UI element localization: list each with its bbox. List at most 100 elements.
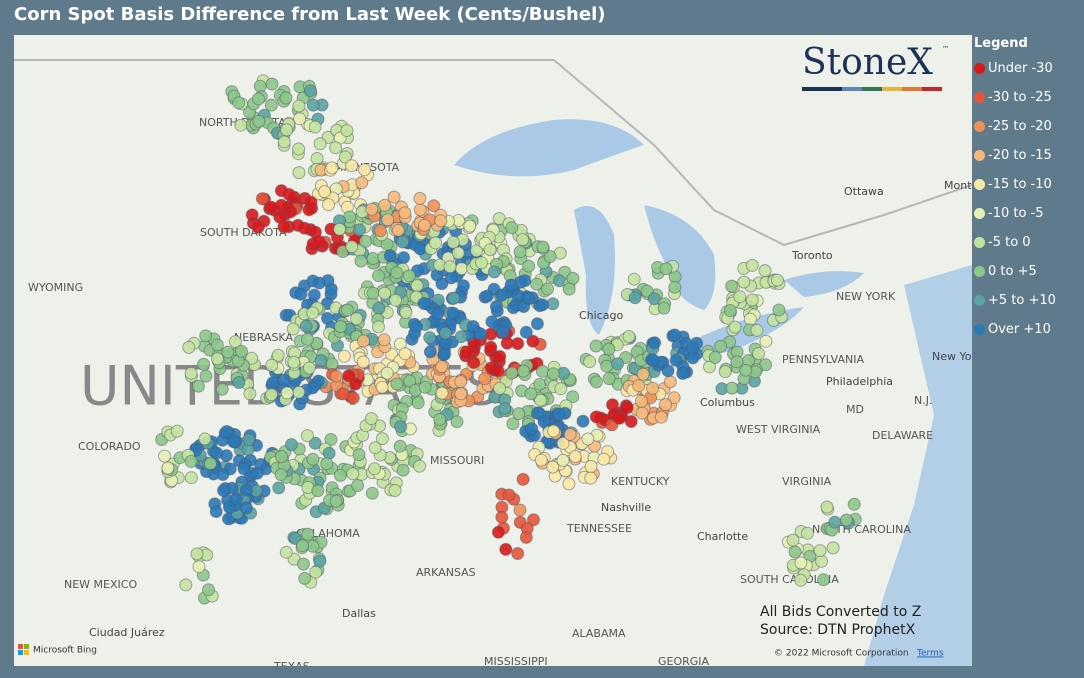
bid-dot: [433, 413, 447, 426]
bid-dot: [274, 198, 288, 212]
legend-swatch: [974, 92, 985, 103]
bid-dot: [312, 276, 326, 290]
bid-dot: [496, 325, 510, 339]
bid-dot: [659, 262, 673, 276]
bid-dot: [336, 387, 350, 401]
bid-dot: [266, 376, 280, 390]
bid-dot: [519, 530, 533, 544]
bid-dot: [418, 380, 432, 394]
bid-dot: [627, 272, 641, 286]
bid-dot: [292, 142, 306, 156]
bid-dot: [322, 446, 336, 460]
bid-dot: [475, 256, 488, 270]
bid-dot: [345, 240, 359, 254]
bid-dot: [554, 382, 568, 396]
bid-dot: [388, 484, 402, 497]
bid-dot: [427, 199, 441, 213]
bid-dot: [511, 547, 525, 560]
bid-dot: [451, 246, 465, 260]
bid-dot: [714, 339, 728, 353]
page-title: Corn Spot Basis Difference from Last Wee…: [14, 4, 606, 25]
bid-dot: [300, 429, 314, 443]
bid-dot: [285, 438, 298, 452]
bid-dot: [839, 513, 853, 527]
bid-dot: [654, 410, 668, 424]
bid-dot: [527, 513, 540, 527]
bid-dot: [750, 323, 764, 337]
bid-dot: [234, 118, 248, 132]
terms-link[interactable]: Terms: [916, 649, 944, 659]
bid-dot: [309, 565, 323, 579]
bid-dot: [597, 452, 611, 466]
city-label: Mont: [944, 179, 972, 192]
state-label: WEST VIRGINIA: [736, 423, 821, 436]
state-label: MISSOURI: [430, 454, 484, 467]
bid-dot: [357, 334, 370, 348]
bid-dot: [546, 367, 560, 381]
bid-dot: [265, 358, 279, 372]
state-label: WYOMING: [28, 281, 83, 294]
bid-dot: [491, 364, 505, 378]
bid-dot: [628, 291, 642, 305]
bid-dot: [372, 320, 385, 334]
note: All Bids Converted to Z: [760, 604, 921, 620]
bid-dot: [403, 374, 417, 388]
bid-dot: [505, 221, 519, 235]
copyright: © 2022 Microsoft Corporation: [774, 649, 909, 659]
bid-dot: [398, 206, 412, 220]
bid-dot: [333, 468, 347, 482]
bid-dot: [366, 286, 380, 300]
bid-dot: [480, 289, 494, 303]
bid-dot: [659, 398, 672, 412]
bid-dot: [294, 287, 308, 301]
bid-dot: [646, 353, 660, 367]
bid-dot: [391, 223, 405, 237]
bid-dot: [522, 291, 535, 305]
bid-dot: [232, 376, 246, 389]
bid-dot: [504, 278, 518, 292]
bid-dot: [329, 141, 343, 155]
bid-dot: [199, 369, 213, 383]
state-label: MD: [846, 403, 864, 416]
bid-dot: [318, 185, 332, 199]
bid-dot: [179, 578, 193, 592]
bid-dot: [277, 135, 291, 149]
bid-dot: [444, 271, 458, 285]
bid-dot: [499, 542, 513, 556]
city-label: Philadelphia: [826, 375, 893, 388]
bid-dot: [563, 428, 577, 441]
bid-dot: [635, 406, 649, 420]
bid-dot: [365, 486, 379, 500]
logo: StoneX: [802, 42, 933, 83]
bid-dot: [275, 450, 288, 463]
bid-dot: [346, 467, 360, 481]
bid-dot: [252, 114, 266, 128]
state-label: MISSISSIPPI: [484, 655, 548, 666]
bid-dot: [228, 335, 242, 349]
legend-item: -5 to 0: [974, 228, 1084, 257]
bid-dot: [772, 303, 786, 317]
state-label: NEW MEXICO: [64, 578, 137, 591]
bid-dot: [340, 303, 354, 317]
bid-dot: [530, 277, 544, 291]
legend-item: -30 to -25: [974, 83, 1084, 112]
state-label: SOUTH CAROLINA: [740, 573, 839, 586]
bid-dot: [320, 457, 334, 471]
bid-dot: [239, 483, 253, 497]
bid-dot: [322, 198, 335, 212]
bid-dot: [483, 243, 497, 257]
bid-dot: [794, 573, 808, 587]
bid-dot: [390, 266, 404, 280]
city-label: Chicago: [579, 309, 623, 322]
state-label: GEORGIA: [658, 655, 710, 666]
bid-dot: [252, 92, 265, 106]
legend-item: Under -30: [974, 54, 1084, 83]
bid-dot: [669, 353, 683, 367]
bid-dot: [372, 269, 385, 283]
bid-dot: [413, 203, 427, 217]
bid-dot: [338, 150, 352, 164]
bid-dot: [184, 471, 198, 485]
legend-label: -15 to -10: [988, 177, 1052, 192]
bid-dot: [366, 252, 380, 265]
bid-dot: [210, 338, 224, 352]
